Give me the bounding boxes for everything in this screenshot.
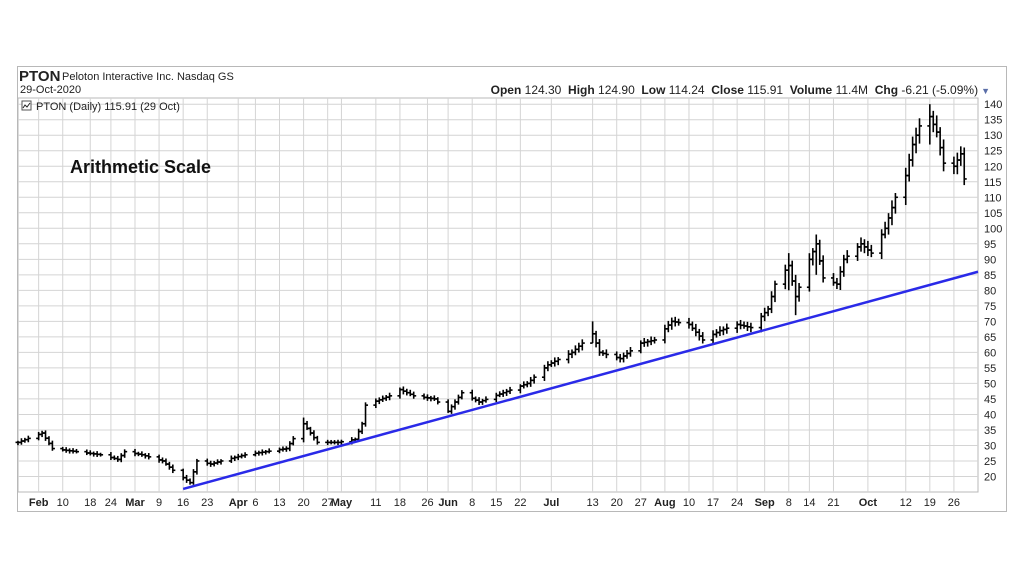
text-layer: 20 25 30 35 40 45 50 55 60 65 70 75 80 85 90 95 100 105 11… (21, 99, 1002, 509)
x-tick-label: Aug (654, 497, 675, 509)
y-tick-label: 20 (984, 471, 996, 483)
volume-value: 11.4M (835, 83, 869, 97)
x-tick-label: 17 (707, 497, 719, 509)
grid-layer (17, 97, 979, 493)
y-tick-label: 115 (984, 177, 1002, 189)
bars-layer (15, 104, 967, 485)
y-tick-label: 50 (984, 378, 996, 390)
chg-label: Chg (874, 83, 899, 97)
y-tick-label: 70 (984, 316, 996, 328)
x-tick-label: 23 (201, 497, 213, 509)
y-tick-label: 135 (984, 115, 1002, 127)
legend-chart-icon (22, 102, 31, 109)
x-tick-label: Feb (29, 497, 49, 509)
x-tick-label: 13 (586, 497, 598, 509)
x-tick-label: 24 (105, 497, 117, 509)
chart-legend: PTON (Daily) 115.91 (29 Oct) (36, 101, 180, 113)
y-tick-label: 130 (984, 130, 1002, 142)
x-tick-label: 9 (156, 497, 162, 509)
x-tick-label: 10 (57, 497, 69, 509)
x-tick-label: 12 (900, 497, 912, 509)
y-tick-label: 85 (984, 270, 996, 282)
x-tick-label: 8 (786, 497, 792, 509)
plot-area (17, 97, 979, 493)
y-tick-label: 80 (984, 285, 996, 297)
y-tick-label: 60 (984, 347, 996, 359)
y-tick-label: 55 (984, 363, 996, 375)
y-tick-label: 40 (984, 409, 996, 421)
dropdown-arrow-icon[interactable]: ▼ (981, 86, 990, 96)
x-tick-label: Apr (229, 497, 249, 509)
x-tick-label: Sep (755, 497, 775, 509)
trend-layer (182, 270, 979, 491)
y-tick-label: 125 (984, 146, 1002, 158)
low-value: 114.24 (668, 83, 705, 97)
y-tick-label: 25 (984, 456, 996, 468)
y-tick-label: 45 (984, 394, 996, 406)
x-tick-label: 13 (273, 497, 285, 509)
low-label: Low (641, 83, 666, 97)
x-tick-label: 27 (635, 497, 647, 509)
x-tick-label: 27 (322, 497, 334, 509)
y-tick-label: 75 (984, 301, 996, 313)
x-tick-label: 21 (827, 497, 839, 509)
open-label: Open (490, 83, 522, 97)
x-tick-label: 26 (421, 497, 433, 509)
y-tick-label: 120 (984, 161, 1002, 173)
scale-annotation: Arithmetic Scale (70, 157, 211, 177)
y-tick-label: 30 (984, 440, 996, 452)
y-tick-label: 90 (984, 254, 996, 266)
x-tick-label: 18 (84, 497, 96, 509)
legend-box-icon (21, 100, 32, 111)
y-tick-label: 95 (984, 239, 996, 251)
x-tick-label: 15 (490, 497, 502, 509)
close-value: 115.91 (747, 83, 784, 97)
x-tick-label: 6 (252, 497, 258, 509)
high-label: High (568, 83, 595, 97)
x-tick-label: 26 (948, 497, 960, 509)
x-tick-label: 20 (611, 497, 623, 509)
trendline (182, 270, 979, 491)
quote-summary: Open 124.30 High 124.90 Low 114.24 Close… (491, 83, 990, 97)
x-tick-label: Mar (125, 497, 145, 509)
y-tick-label: 105 (984, 208, 1002, 220)
x-tick-label: Jun (438, 497, 458, 509)
open-value: 124.30 (524, 83, 562, 97)
ticker-symbol: PTON (19, 68, 61, 85)
x-tick-label: Oct (859, 497, 878, 509)
company-name: Peloton Interactive Inc. Nasdaq GS (62, 71, 234, 83)
x-tick-label: 24 (731, 497, 743, 509)
y-tick-label: 110 (984, 192, 1002, 204)
quote-date: 29-Oct-2020 (20, 84, 82, 96)
high-value: 124.90 (598, 83, 635, 97)
y-tick-label: 65 (984, 332, 996, 344)
x-tick-label: 19 (924, 497, 936, 509)
volume-label: Volume (789, 83, 833, 97)
chg-value: -6.21 (-5.09%) (901, 83, 979, 97)
x-tick-label: 22 (514, 497, 526, 509)
x-tick-label: May (331, 497, 353, 509)
x-tick-label: Jul (543, 497, 559, 509)
x-tick-label: 16 (177, 497, 189, 509)
y-tick-label: 35 (984, 425, 996, 437)
x-tick-label: 18 (394, 497, 406, 509)
x-tick-label: 10 (683, 497, 695, 509)
y-tick-label: 100 (984, 223, 1002, 235)
x-tick-label: 20 (297, 497, 309, 509)
close-label: Close (711, 83, 744, 97)
x-tick-label: 11 (370, 497, 381, 509)
y-tick-label: 140 (984, 99, 1002, 111)
x-tick-label: 8 (469, 497, 475, 509)
x-tick-label: 14 (803, 497, 815, 509)
